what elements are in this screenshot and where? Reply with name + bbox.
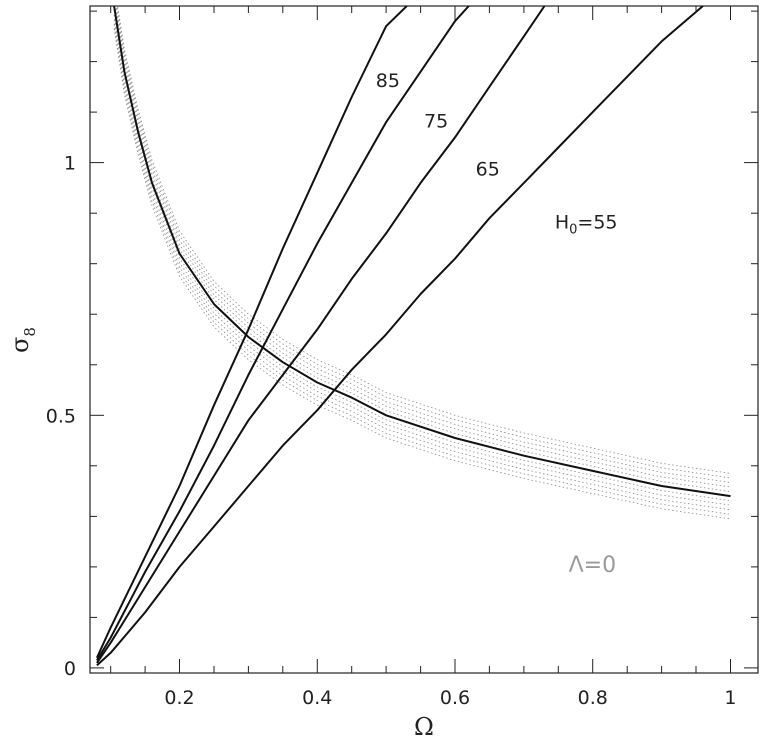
curve-label-sub: 0 xyxy=(569,222,577,237)
axis-ticks xyxy=(90,6,758,673)
band-line-7 xyxy=(115,6,731,488)
shaded-band xyxy=(113,6,731,520)
curve-label: 75 xyxy=(424,110,448,132)
series-line-3 xyxy=(96,6,704,667)
x-tick-label: 1 xyxy=(724,687,736,709)
svg-text:σ8: σ8 xyxy=(6,327,39,353)
curves xyxy=(95,6,731,667)
series-line-1 xyxy=(96,6,470,661)
tick-labels: 0.2 0.4 0.6 0.8 1 0 0.5 1 xyxy=(46,153,737,709)
x-tick-label: 0.6 xyxy=(440,687,470,709)
x-tick-label: 0.2 xyxy=(164,687,194,709)
y-tick-label: 1 xyxy=(64,153,76,175)
x-axis-label: Ω xyxy=(414,713,434,741)
band-line-4 xyxy=(113,10,731,502)
plot-frame xyxy=(89,5,759,674)
curve-label: 85 xyxy=(376,70,400,92)
y-axis-label-subscript: 8 xyxy=(21,327,39,337)
band-line-2 xyxy=(113,19,731,511)
y-tick-label: 0 xyxy=(64,658,76,680)
band-line-3 xyxy=(113,15,731,506)
band-line-8 xyxy=(115,6,731,483)
curve-label-tail: =55 xyxy=(577,211,617,233)
band-line-6 xyxy=(114,6,731,492)
series-line-2 xyxy=(96,6,546,664)
x-tick-label: 0.4 xyxy=(302,687,332,709)
y-axis-label-group: σ8 xyxy=(6,327,39,353)
series-line-4 xyxy=(113,6,731,498)
series-line-0 xyxy=(95,6,408,659)
annotation-lambda: Λ=0 xyxy=(569,553,616,578)
band-line-10 xyxy=(117,6,731,474)
curve-labels: 85 75 65 H0=55 Λ=0 xyxy=(376,70,618,578)
band-line-1 xyxy=(113,24,731,515)
y-tick-label: 0.5 xyxy=(46,405,76,427)
y-axis-label: σ xyxy=(6,337,34,353)
curve-label: H0=55 xyxy=(555,211,618,237)
band-line-9 xyxy=(116,6,731,479)
x-tick-label: 0.8 xyxy=(578,687,608,709)
curve-label-main: H xyxy=(555,211,569,233)
curve-label: 65 xyxy=(476,158,500,180)
band-line-0 xyxy=(113,28,731,520)
